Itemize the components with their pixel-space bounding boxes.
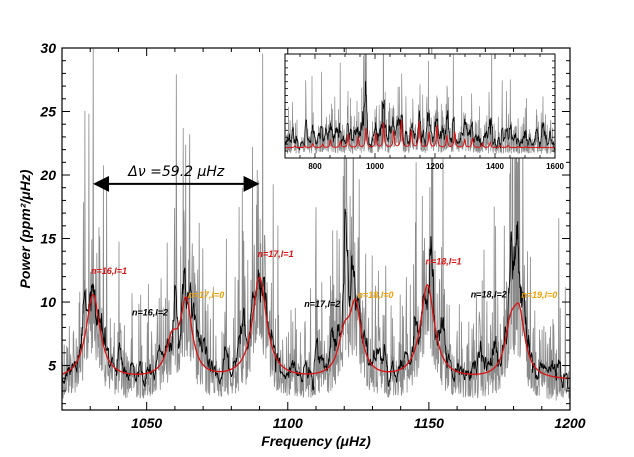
inset-raw-spectrum-line [285, 54, 555, 155]
x-tick-label: 1050 [131, 415, 162, 431]
y-tick-label: 5 [48, 358, 56, 374]
main-data-layer [62, 48, 570, 401]
raw-spectrum-line [62, 48, 570, 401]
inset-smoothed-spectrum-line [285, 80, 555, 151]
mode-label-l2: n=16,l=2 [132, 307, 168, 317]
mode-label-l1: n=16,l=1 [91, 266, 127, 276]
mode-label-l2: n=18,l=2 [471, 290, 507, 300]
y-tick-label: 30 [40, 40, 56, 56]
mode-label-l0: n=18,l=0 [358, 290, 394, 300]
y-tick-label: 25 [39, 104, 56, 120]
main-axis-ticks [61, 47, 571, 410]
inset-x-tick-label: 1200 [426, 162, 444, 171]
main-plot: 1050 1100 1150 1200 5 10 15 20 25 30 Frequency (μ… [17, 40, 586, 449]
smoothed-spectrum-line [62, 208, 570, 391]
inset-data-layer [285, 54, 555, 155]
y-tick-label: 15 [40, 231, 56, 247]
fitted-model-line [62, 276, 570, 380]
inset-axis-ticks [284, 53, 556, 159]
y-axis-title: Power (ppm²/μHz) [17, 169, 33, 288]
main-tick-labels: 1050 1100 1150 1200 5 10 15 20 25 30 [39, 40, 585, 431]
large-separation-annotation: Δν =59.2 μHz [93, 164, 260, 192]
mode-label-l0: n=17,l=0 [188, 290, 224, 300]
y-tick-label: 10 [40, 294, 56, 310]
mode-label-l1: n=18,l=1 [425, 257, 461, 267]
x-tick-label: 1200 [554, 415, 585, 431]
inset-x-tick-label: 1000 [366, 162, 384, 171]
x-axis-title: Frequency (μHz) [261, 433, 371, 449]
mode-label-l1: n=17,l=1 [258, 249, 294, 259]
large-separation-label: Δν =59.2 μHz [127, 164, 225, 180]
inset-x-tick-label: 800 [308, 162, 322, 171]
mode-label-l2: n=17,l=2 [304, 299, 340, 309]
x-tick-label: 1150 [414, 415, 444, 431]
inset-plot: 800 1000 1200 1400 1600 [284, 53, 564, 171]
x-tick-label: 1100 [273, 415, 303, 431]
inset-x-tick-label: 1400 [486, 162, 504, 171]
y-tick-label: 20 [39, 167, 56, 183]
mode-label-l0: n=19,l=0 [521, 290, 557, 300]
inset-fitted-model-line [285, 119, 555, 149]
mode-labels: n=16,l=1 n=16,l=2 n=17,l=0 n=17,l=1 n=17,l=2… [91, 249, 557, 318]
inset-tick-labels: 800 1000 1200 1400 1600 [308, 162, 564, 171]
inset-x-tick-label: 1600 [546, 162, 564, 171]
